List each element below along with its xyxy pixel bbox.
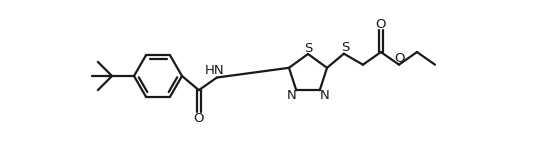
Text: HN: HN bbox=[205, 64, 225, 77]
Text: S: S bbox=[304, 41, 312, 54]
Text: N: N bbox=[320, 89, 329, 102]
Text: O: O bbox=[395, 52, 405, 65]
Text: N: N bbox=[286, 89, 296, 102]
Text: O: O bbox=[376, 18, 386, 31]
Text: S: S bbox=[341, 41, 349, 54]
Text: O: O bbox=[194, 112, 204, 125]
